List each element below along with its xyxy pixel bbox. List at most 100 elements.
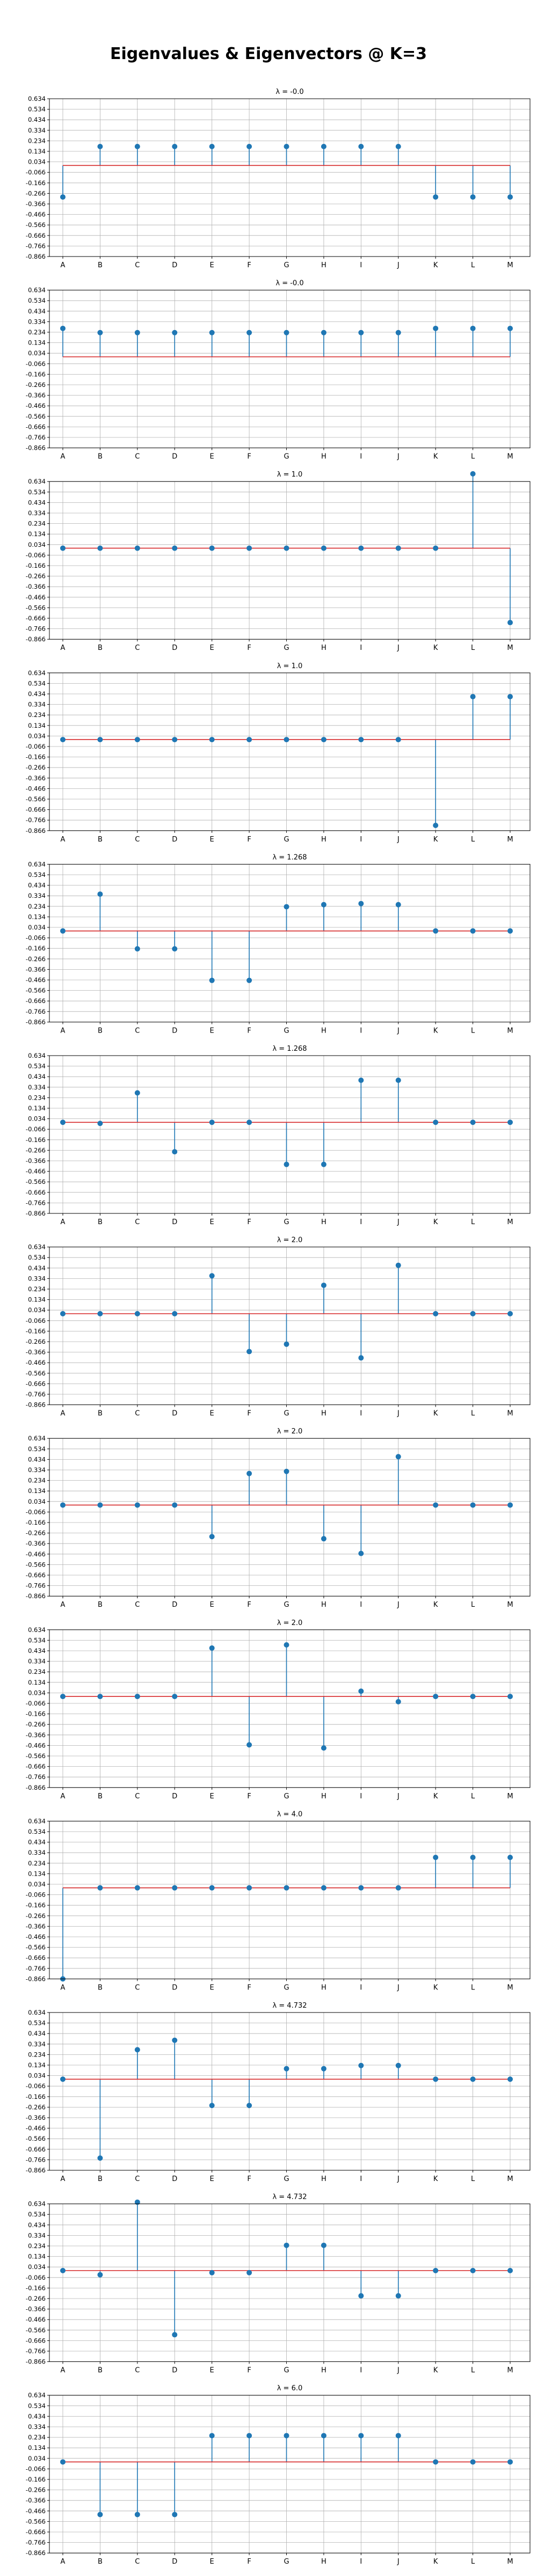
stem-marker	[321, 2066, 326, 2072]
y-tick-label: -0.766	[26, 2156, 46, 2163]
stem-marker	[246, 737, 252, 743]
x-tick-label: F	[247, 1027, 251, 1035]
stem-marker	[172, 143, 178, 149]
y-tick-label: -0.766	[26, 2539, 46, 2546]
x-tick-label: K	[433, 1218, 438, 1226]
x-tick-label: L	[471, 453, 475, 461]
y-tick-label: -0.066	[26, 169, 46, 176]
stem-marker	[209, 2433, 215, 2439]
y-tick-label: -0.466	[26, 1168, 46, 1175]
plot-frame	[49, 290, 531, 449]
y-tick-label: 0.134	[28, 2061, 46, 2069]
x-tick-label: C	[135, 261, 140, 269]
x-tick-label: F	[247, 453, 251, 461]
stem-marker	[433, 1311, 439, 1316]
x-tick-label: I	[360, 836, 362, 844]
plot-frame	[49, 1055, 531, 1214]
y-tick-label: 0.234	[28, 1477, 46, 1484]
y-tick-label: 0.334	[28, 2423, 46, 2431]
stem-marker	[358, 330, 364, 335]
x-tick-label: L	[471, 644, 475, 652]
y-tick-label: 0.534	[28, 297, 46, 304]
x-tick-label: J	[397, 261, 400, 269]
stem-marker	[209, 1645, 215, 1651]
stem-marker	[470, 1311, 476, 1316]
y-tick-label: -0.866	[26, 635, 46, 643]
y-tick-label: 0.434	[28, 2030, 46, 2037]
x-tick-label: A	[61, 261, 66, 269]
y-tick-label: 0.234	[28, 520, 46, 528]
x-tick-label: L	[471, 836, 475, 844]
y-tick-label: -0.166	[26, 2093, 46, 2101]
y-tick-label: -0.266	[26, 189, 46, 197]
y-tick-label: -0.566	[26, 413, 46, 420]
y-tick-label: 0.334	[28, 1658, 46, 1665]
y-tick-label: -0.266	[26, 1721, 46, 1728]
y-tick-label: 0.634	[28, 1817, 46, 1825]
y-tick-label: 0.534	[28, 1828, 46, 1835]
stem-marker	[321, 2433, 326, 2439]
stem-marker	[97, 1885, 103, 1891]
stem-marker	[172, 545, 178, 551]
y-tick-label: -0.366	[26, 2114, 46, 2121]
y-tick-label: 0.634	[28, 1626, 46, 1634]
x-tick-label: C	[135, 1984, 140, 1992]
x-tick-label: H	[321, 453, 326, 461]
stem-marker	[358, 1077, 364, 1083]
x-tick-label: M	[507, 261, 513, 269]
stem-chart-6: λ = 1.268 0.634 0.534 0.434 0.334 0.234 0.134 0…	[26, 1045, 531, 1226]
x-tick-label: M	[507, 1792, 513, 1801]
y-tick-label: 0.634	[28, 287, 46, 294]
x-tick-label: H	[321, 644, 326, 652]
y-tick-label: 0.534	[28, 2211, 46, 2218]
y-tick-label: -0.766	[26, 1773, 46, 1781]
x-tick-label: G	[284, 2558, 289, 2566]
stem-marker	[395, 1077, 401, 1083]
y-tick-label: 0.434	[28, 1455, 46, 1463]
x-tick-label: C	[135, 2175, 140, 2183]
x-tick-label: I	[360, 453, 362, 461]
y-tick-label: -0.866	[26, 2358, 46, 2366]
stem-marker	[134, 2512, 140, 2518]
y-tick-label: -0.566	[26, 795, 46, 803]
y-tick-label: -0.466	[26, 1933, 46, 1941]
y-tick-label: 0.034	[28, 732, 46, 740]
y-tick-label: 0.134	[28, 913, 46, 920]
stem-marker	[97, 1121, 103, 1126]
y-tick-label: 0.134	[28, 530, 46, 538]
x-tick-label: D	[172, 1601, 177, 1609]
y-tick-label: -0.366	[26, 392, 46, 399]
stem-marker	[395, 2433, 401, 2439]
y-tick-label: -0.766	[26, 1965, 46, 1972]
x-tick-label: H	[321, 2558, 326, 2566]
stem-marker	[284, 143, 289, 149]
chart-title: λ = 4.0	[277, 1810, 303, 1818]
x-tick-label: K	[433, 836, 438, 844]
x-tick-label: M	[507, 1601, 513, 1609]
y-tick-label: 0.334	[28, 509, 46, 517]
x-tick-label: K	[433, 261, 438, 269]
x-tick-label: K	[433, 644, 438, 652]
x-tick-label: A	[61, 1984, 66, 1992]
plot-frame	[49, 1629, 531, 1788]
y-tick-label: 0.434	[28, 1073, 46, 1080]
stem-marker	[60, 737, 66, 743]
x-tick-label: F	[247, 2367, 251, 2375]
y-tick-label: -0.266	[26, 955, 46, 963]
x-tick-label: F	[247, 836, 251, 844]
stem-chart-1: λ = -0.0 0.634 0.534 0.434 0.334 0.234 0.134 0.…	[26, 88, 531, 269]
stem-marker	[134, 1090, 140, 1096]
stem-marker	[321, 902, 326, 908]
x-tick-label: L	[471, 2175, 475, 2183]
x-tick-label: K	[433, 2558, 438, 2566]
y-tick-label: -0.166	[26, 562, 46, 569]
stem-marker	[134, 946, 140, 952]
x-tick-label: A	[61, 1027, 66, 1035]
x-tick-label: B	[98, 2558, 103, 2566]
y-tick-label: 0.534	[28, 679, 46, 687]
stem-marker	[60, 928, 66, 934]
stem-marker	[358, 1688, 364, 1694]
stem-marker	[246, 2270, 252, 2275]
x-tick-label: D	[172, 453, 177, 461]
x-tick-label: I	[360, 1601, 362, 1609]
